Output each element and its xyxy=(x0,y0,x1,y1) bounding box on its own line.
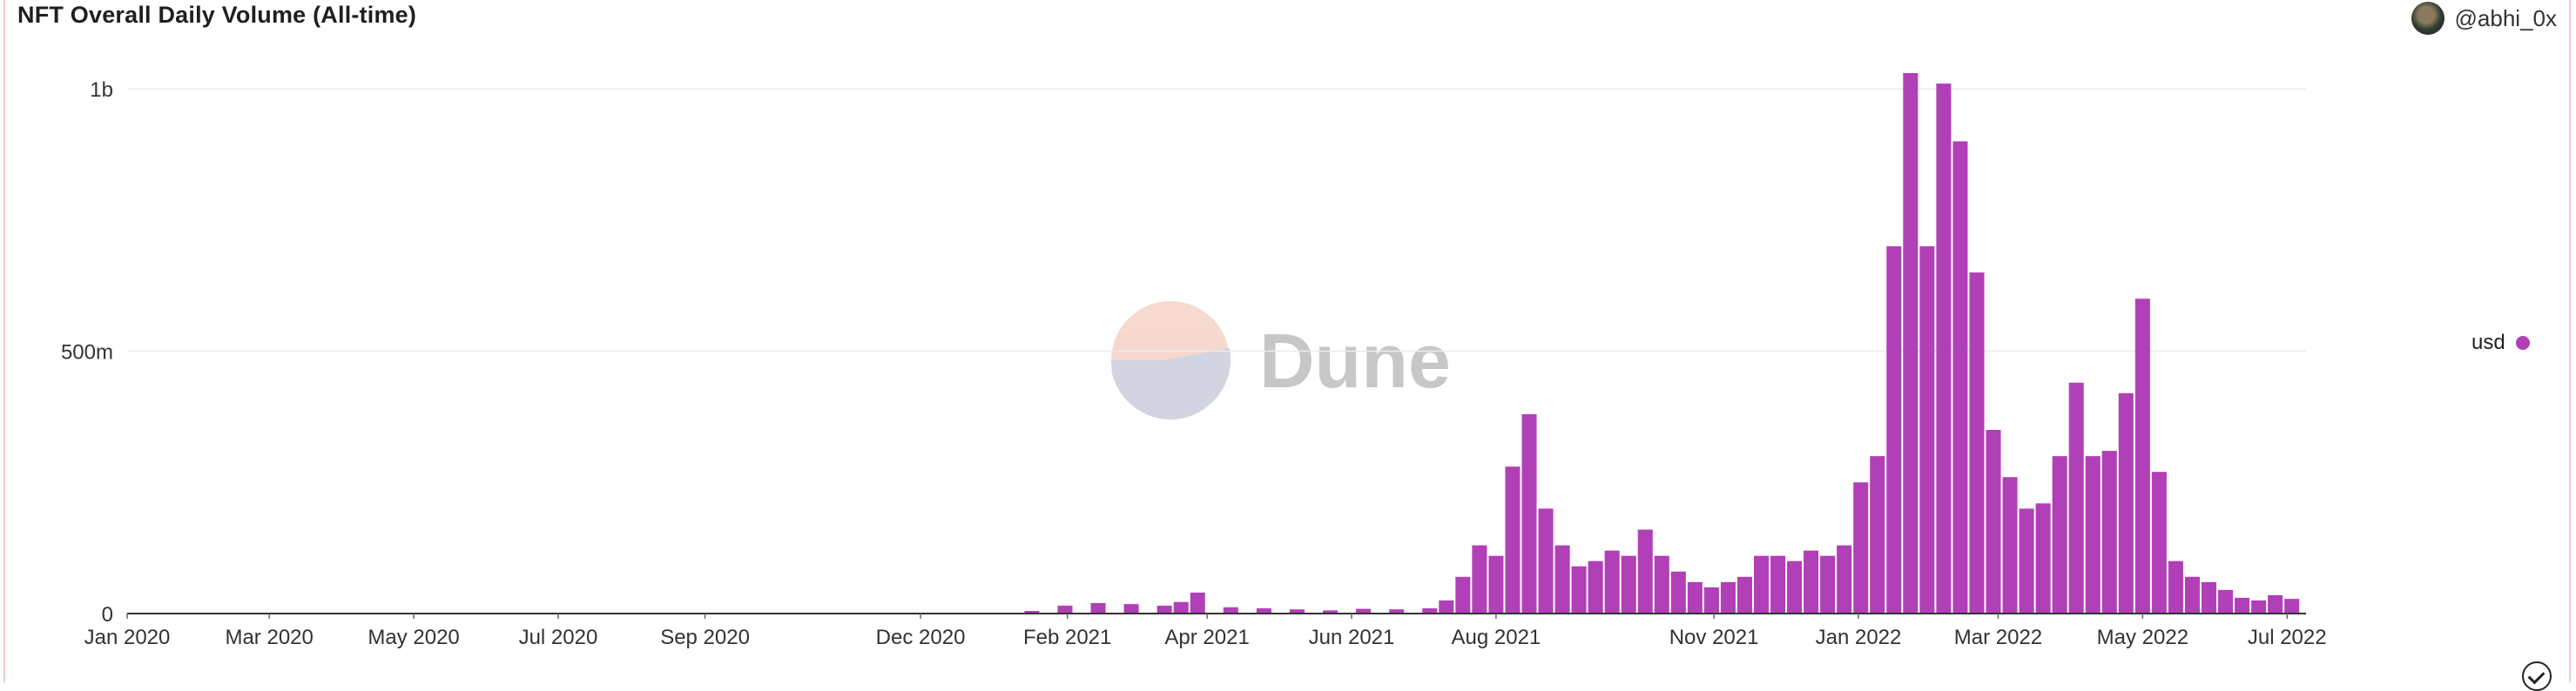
bar xyxy=(1439,600,1454,614)
bar xyxy=(1770,555,1786,614)
bar xyxy=(1969,272,1985,614)
x-tick-label: May 2020 xyxy=(368,626,459,649)
bar xyxy=(1886,245,1902,614)
bar xyxy=(2218,589,2234,614)
bar xyxy=(1057,605,1073,614)
y-tick-label: 1b xyxy=(90,78,113,102)
bar xyxy=(2251,600,2267,614)
x-tick-label: Apr 2021 xyxy=(1164,626,1249,649)
bar xyxy=(2235,597,2250,614)
bar xyxy=(1870,456,1885,614)
bar xyxy=(1687,581,1703,614)
x-tick-label: Sep 2020 xyxy=(660,626,750,649)
bar xyxy=(1289,609,1305,614)
bar xyxy=(2068,382,2084,614)
x-tick-label: May 2022 xyxy=(2097,626,2188,649)
bar xyxy=(2085,456,2101,614)
bar xyxy=(2035,503,2051,614)
x-tick-label: Nov 2021 xyxy=(1669,626,1759,649)
bar xyxy=(1571,566,1587,614)
bar xyxy=(2268,594,2283,614)
x-tick-label: Jan 2020 xyxy=(84,626,171,649)
bar xyxy=(1604,550,1620,614)
legend-swatch xyxy=(2515,336,2530,350)
author-link[interactable]: @abhi_0x xyxy=(2411,2,2557,35)
bar xyxy=(2201,581,2217,614)
bar xyxy=(1455,576,1471,614)
bar xyxy=(1256,607,1271,614)
legend[interactable]: usd xyxy=(2471,331,2530,355)
y-tick-label: 500m xyxy=(61,341,113,365)
legend-label-usd: usd xyxy=(2471,331,2505,354)
bar xyxy=(1837,545,1852,614)
check-circle-icon[interactable] xyxy=(2522,661,2552,691)
bar xyxy=(2019,508,2034,614)
dune-watermark-text: Dune xyxy=(1259,318,1451,404)
bar xyxy=(1670,571,1686,614)
chart-title: NFT Overall Daily Volume (All-time) xyxy=(17,2,417,28)
bar xyxy=(1720,581,1736,614)
bar xyxy=(1223,607,1238,614)
bar xyxy=(1787,560,1803,614)
bar xyxy=(1024,610,1040,614)
bar xyxy=(1621,555,1636,614)
bar xyxy=(1952,141,1968,614)
bar xyxy=(1919,245,1935,614)
bar xyxy=(1538,508,1554,614)
bar xyxy=(1986,429,2001,614)
x-tick-label: Jun 2021 xyxy=(1309,626,1395,649)
x-tick-label: Aug 2021 xyxy=(1452,626,1541,649)
x-tick-label: Jan 2022 xyxy=(1816,626,1902,649)
bar xyxy=(2118,392,2134,614)
bar xyxy=(1820,555,1836,614)
bar xyxy=(1505,466,1521,614)
bar xyxy=(2184,576,2200,614)
x-tick-label: Dec 2020 xyxy=(876,626,966,649)
bar xyxy=(1853,482,1869,614)
bar xyxy=(2052,456,2067,614)
bar xyxy=(1389,609,1405,614)
author-handle: @abhi_0x xyxy=(2454,4,2557,31)
x-tick-label: Mar 2020 xyxy=(225,626,313,649)
bar xyxy=(1903,73,1919,614)
bar xyxy=(1936,84,1952,614)
bar xyxy=(1173,601,1189,614)
x-axis: Jan 2020 Mar 2020 May 2020 Jul 2020 Sep 2020… xyxy=(84,614,2327,649)
dune-watermark: Dune xyxy=(1111,301,1451,419)
x-tick-label: Jul 2020 xyxy=(519,626,598,649)
y-axis: 0 500m 1b xyxy=(61,78,113,627)
bar xyxy=(1703,587,1719,614)
avatar xyxy=(2411,2,2445,35)
bar xyxy=(1804,550,1819,614)
bar xyxy=(1753,555,1770,614)
data-bars xyxy=(129,73,2300,614)
bar xyxy=(2134,299,2150,614)
bar xyxy=(2168,560,2183,614)
bar xyxy=(2002,477,2018,614)
chart-panel xyxy=(3,0,2571,682)
bar xyxy=(1521,413,1537,614)
bar xyxy=(2284,599,2300,614)
bar xyxy=(1090,602,1106,614)
bar xyxy=(1323,610,1339,614)
bar xyxy=(1736,576,1752,614)
y-tick-label: 0 xyxy=(102,603,113,627)
bar xyxy=(1554,545,1570,614)
bar xyxy=(1472,545,1487,614)
bar xyxy=(1588,560,1603,614)
x-tick-label: Mar 2022 xyxy=(1954,626,2042,649)
bar xyxy=(1488,555,1504,614)
bar xyxy=(2151,472,2167,614)
bar xyxy=(1422,607,1438,614)
x-tick-label: Feb 2021 xyxy=(1023,626,1111,649)
bar xyxy=(1157,605,1172,614)
bar xyxy=(1123,604,1139,614)
bar xyxy=(2101,451,2117,614)
bar xyxy=(1637,529,1653,614)
bar xyxy=(1190,592,1205,614)
bar xyxy=(1356,608,1372,614)
bar xyxy=(1654,555,1669,614)
x-tick-label: Jul 2022 xyxy=(2248,626,2327,649)
